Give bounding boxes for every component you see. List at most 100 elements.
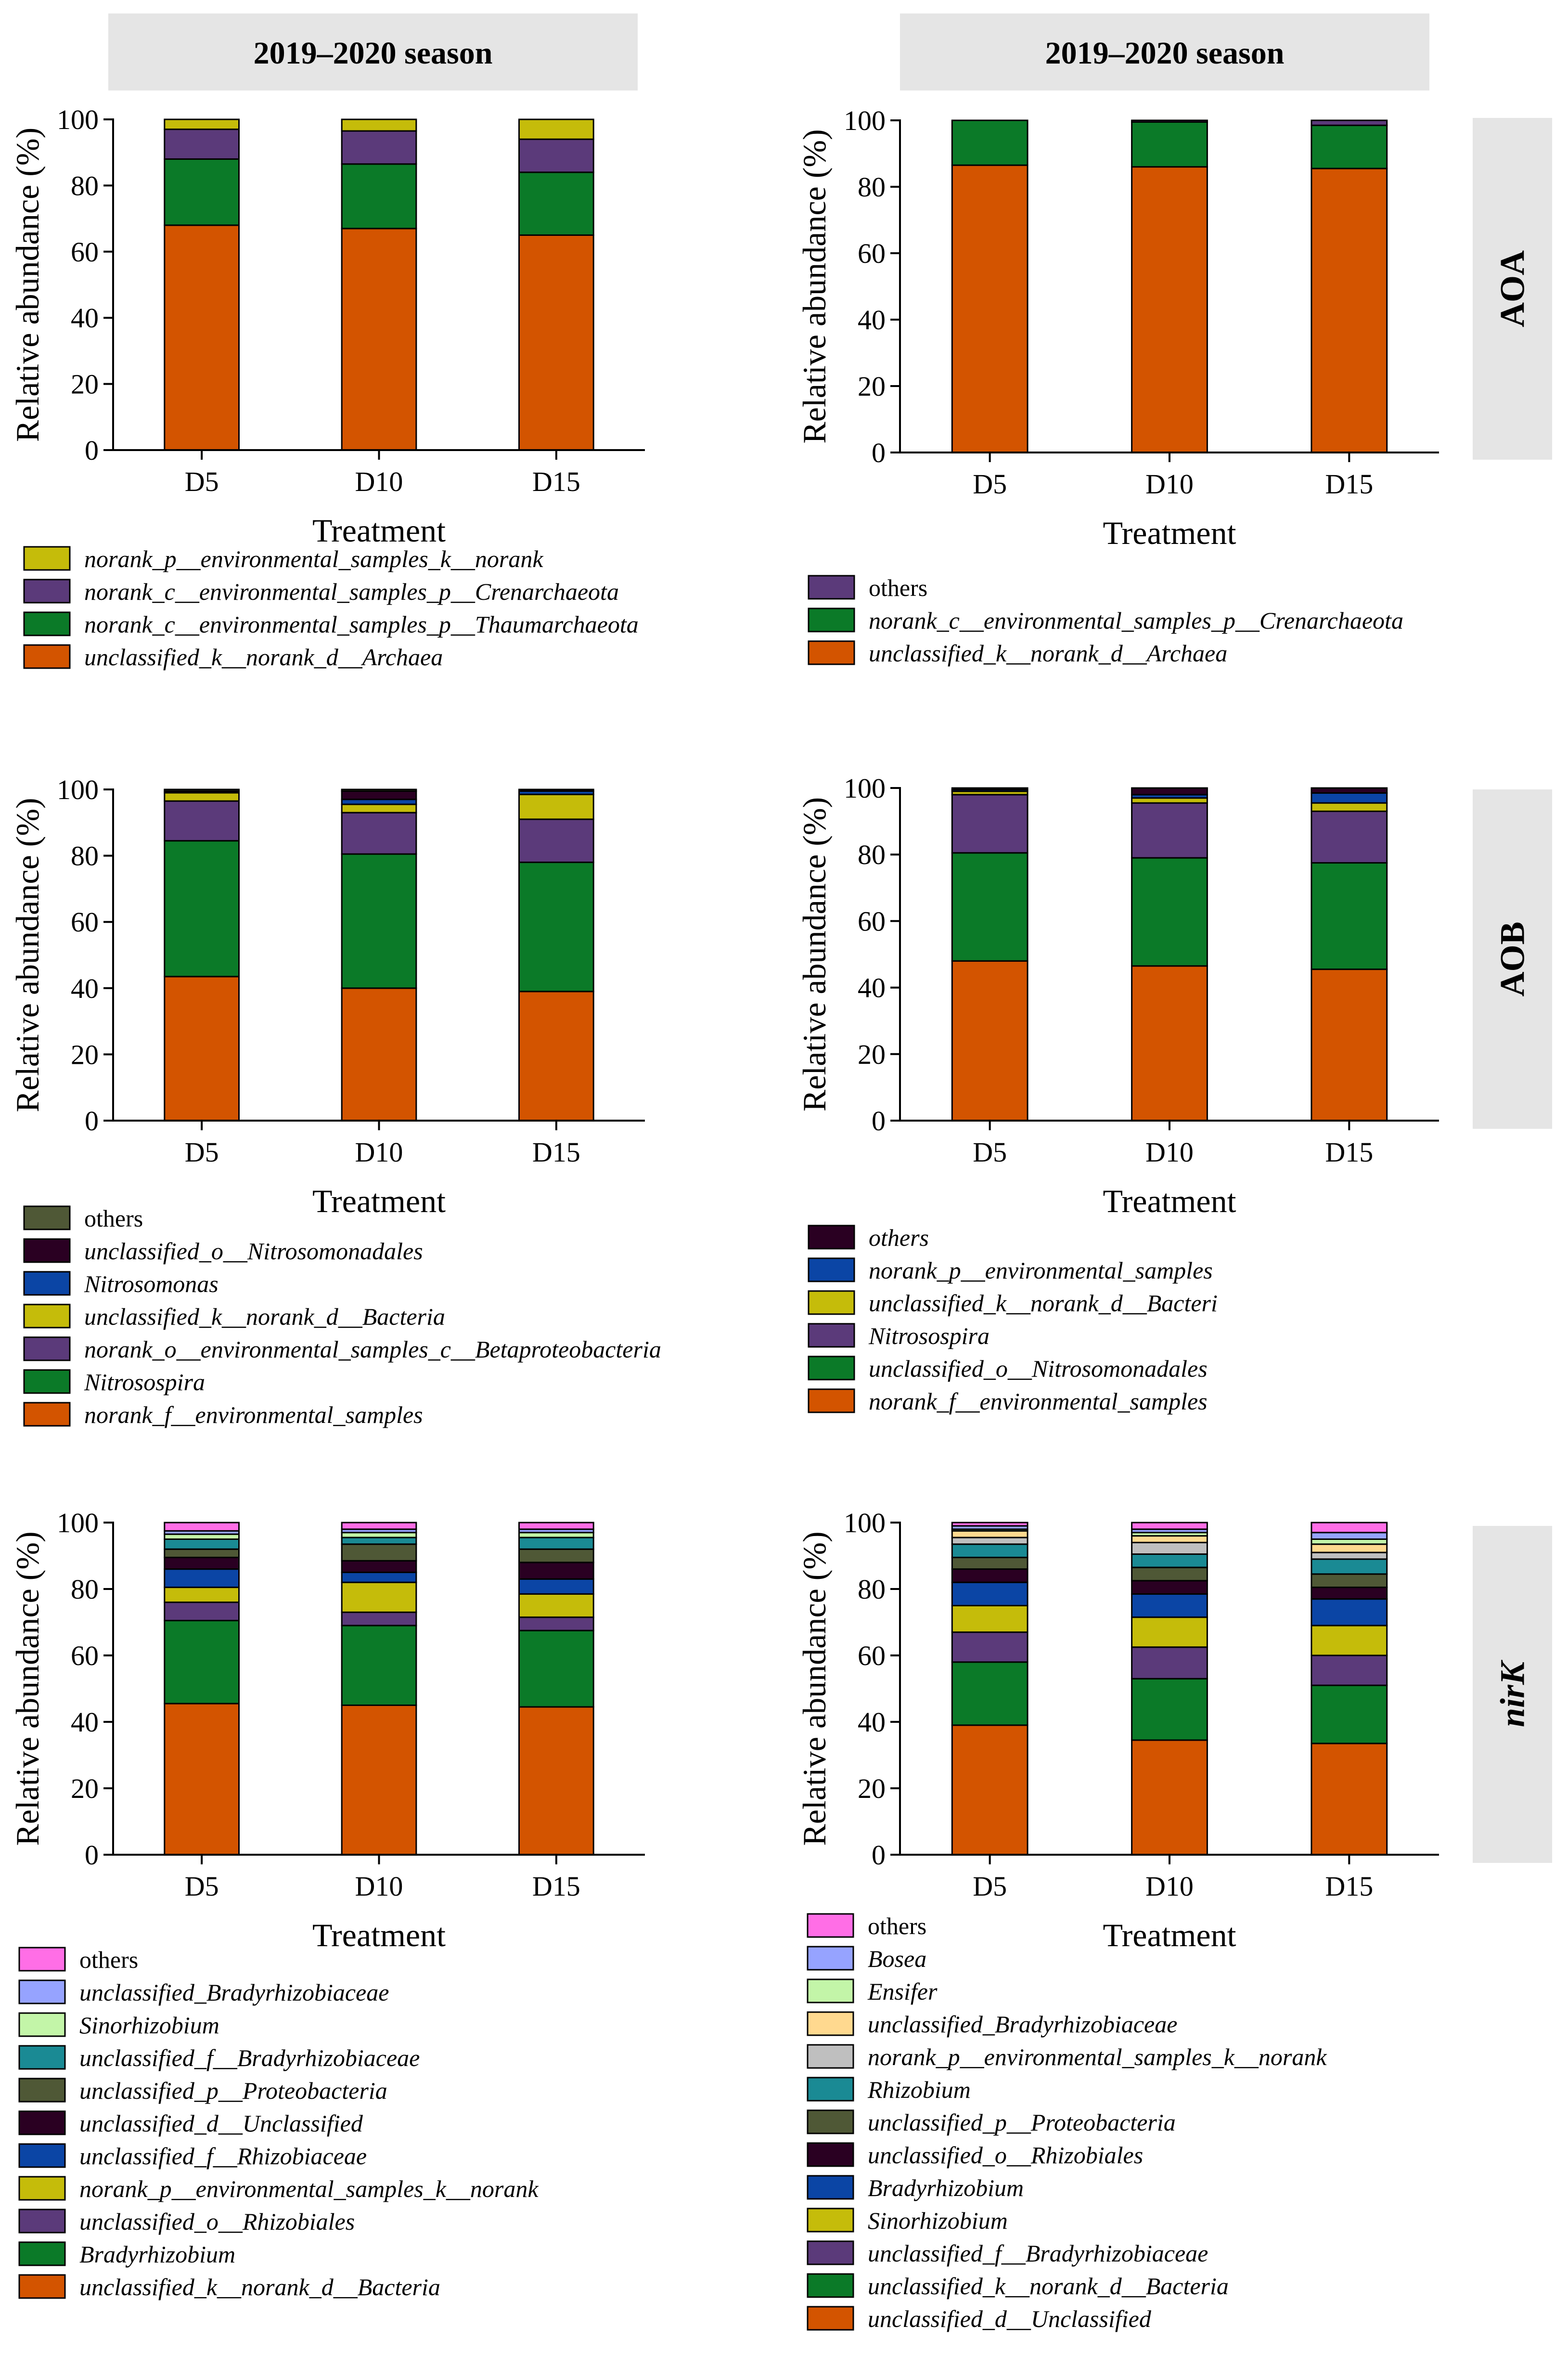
legend-label: Rhizobium	[867, 2076, 971, 2103]
bar-segment-nirk-left-D5-s2	[164, 1602, 240, 1622]
y-tick-label: 20	[858, 371, 886, 402]
y-tick-label: 60	[858, 238, 886, 269]
x-tick-label: D15	[1325, 468, 1373, 500]
bar-segment-nirk-left-D15-s10	[518, 1522, 594, 1530]
bar-segment-nirk-left-D5-s5	[164, 1556, 240, 1570]
legend-swatch	[808, 1225, 855, 1250]
legend-label: unclassified_k__norank_d__Bacteria	[84, 1303, 445, 1330]
bar-segment-nirk-left-D15-s6	[518, 1548, 594, 1563]
legend-swatch	[807, 2109, 854, 2134]
bar-segment-nirk-right-D5-s0	[951, 1724, 1028, 1856]
legend-swatch	[807, 2077, 854, 2102]
bar-segment-nirk-right-D15-s8	[1311, 1551, 1388, 1560]
legend-label: unclassified_d__Unclassified	[79, 2110, 363, 2137]
bar-segment-aoa-right-D5-s1	[951, 119, 1028, 166]
bar-segment-nirk-right-D10-s7	[1131, 1553, 1208, 1568]
bar-segment-aoa-right-D10-s2	[1131, 119, 1208, 123]
x-axis-title: Treatment	[312, 1183, 446, 1219]
bar-segment-nirk-right-D15-s12	[1311, 1522, 1388, 1534]
bar-segment-aoa-right-D5-s0	[951, 164, 1028, 453]
x-tick-label: D15	[532, 1871, 580, 1902]
bar-segment-aoa-left-D10-s0	[341, 228, 417, 451]
bar-segment-nirk-right-D10-s2	[1131, 1646, 1208, 1679]
y-tick-label: 0	[872, 1105, 886, 1137]
bar-segment-aoa-left-D15-s3	[518, 118, 594, 140]
x-tick-label: D10	[355, 1137, 403, 1168]
y-tick-label: 60	[71, 906, 99, 938]
bar-segment-aoa-right-D15-s2	[1311, 119, 1388, 126]
legend-swatch	[808, 1257, 855, 1282]
y-axis-title: Relative abundance (%)	[796, 1531, 833, 1846]
y-tick-label: 60	[71, 236, 99, 268]
bar-segment-aoa-left-D5-s2	[164, 129, 240, 160]
bar-segment-nirk-right-D10-s5	[1131, 1580, 1208, 1595]
bar-segment-nirk-left-D5-s1	[164, 1620, 240, 1705]
y-axis-title: Relative abundance (%)	[9, 128, 46, 442]
chart-aoa-right: D5 D10 D15 0 20 40 60 80 100 Relative abundance (…	[796, 105, 1439, 667]
bar-segment-aob-left-D10-s3	[341, 803, 417, 814]
x-tick-label: D5	[185, 466, 219, 497]
bar-segment-nirk-right-D15-s3	[1311, 1625, 1388, 1656]
bar-segment-nirk-left-D10-s4	[341, 1572, 417, 1583]
legend-swatch	[18, 2012, 66, 2037]
bar-segment-aoa-right-D15-s1	[1311, 124, 1388, 169]
bar-segment-nirk-left-D5-s3	[164, 1587, 240, 1603]
bar-segment-aoa-left-D5-s1	[164, 158, 240, 226]
legend-swatch	[23, 579, 71, 604]
x-tick-label: D5	[973, 468, 1007, 500]
y-axis-title: Relative abundance (%)	[9, 798, 46, 1112]
legend-swatch	[18, 2110, 66, 2135]
legend-label: unclassified_k__norank_d__Bacteria	[79, 2274, 440, 2300]
legend-swatch	[807, 2273, 854, 2298]
legend-swatch	[807, 2306, 854, 2331]
legend-label: others	[869, 574, 927, 601]
bar-segment-aob-left-D15-s5	[518, 788, 594, 792]
x-tick-label: D5	[185, 1871, 219, 1902]
legend-swatch	[807, 2175, 854, 2200]
legend-swatch	[23, 644, 71, 669]
y-tick-label: 0	[872, 437, 886, 468]
bar-segment-nirk-right-D15-s1	[1311, 1684, 1388, 1744]
bar-segment-aob-left-D10-s0	[341, 987, 417, 1122]
bar-segment-nirk-left-D15-s3	[518, 1593, 594, 1618]
x-tick-label: D5	[973, 1871, 1007, 1902]
legend-label: unclassified_o__Nitrosomonadales	[84, 1238, 423, 1265]
bar-segment-aoa-left-D15-s0	[518, 234, 594, 451]
x-tick-label: D15	[1325, 1137, 1373, 1168]
legend-label: norank_p__environmental_samples	[869, 1257, 1213, 1284]
bar-segment-nirk-left-D15-s2	[518, 1616, 594, 1631]
x-axis-title: Treatment	[312, 1917, 446, 1953]
bar-segment-aob-right-D15-s4	[1311, 792, 1388, 804]
bar-segment-nirk-right-D5-s4	[951, 1581, 1028, 1606]
chart-aoa-left: D5 D10 D15 0 20 40 60 80 100 Relative abundance (…	[9, 104, 645, 671]
y-tick-label: 20	[858, 1773, 886, 1804]
legend-swatch	[807, 2240, 854, 2265]
y-tick-label: 100	[844, 773, 886, 804]
bar-segment-nirk-right-D5-s1	[951, 1661, 1028, 1726]
legend-swatch	[23, 1205, 71, 1230]
legend-label: norank_c__environmental_samples_p__Thaum…	[84, 611, 639, 638]
bar-segment-nirk-right-D15-s7	[1311, 1558, 1388, 1575]
row-labels: AOA AOB nirK	[1473, 118, 1552, 1863]
y-axis-title: Relative abundance (%)	[796, 797, 833, 1111]
legend-swatch	[23, 1402, 71, 1427]
bar-segment-nirk-left-D10-s2	[341, 1611, 417, 1627]
x-axis-title: Treatment	[1103, 1183, 1236, 1219]
y-tick-label: 80	[858, 1574, 886, 1605]
bar-segment-aob-left-D5-s6	[164, 788, 240, 792]
bar-segment-nirk-right-D5-s12	[951, 1522, 1028, 1527]
legend-label: others	[868, 1912, 926, 1939]
x-tick-label: D15	[532, 466, 580, 497]
bar-segment-aoa-left-D10-s3	[341, 118, 417, 132]
bar-segment-nirk-right-D15-s5	[1311, 1587, 1388, 1600]
y-tick-label: 80	[71, 840, 99, 872]
legend-label: norank_p__environmental_samples_k__noran…	[868, 2043, 1327, 2070]
y-tick-label: 80	[858, 839, 886, 870]
bar-segment-nirk-left-D10-s5	[341, 1560, 417, 1574]
legend-swatch	[808, 607, 855, 633]
bar-segment-aob-right-D10-s3	[1131, 797, 1208, 804]
bar-segment-aob-left-D5-s3	[164, 792, 240, 802]
bar-segment-nirk-right-D5-s5	[951, 1568, 1028, 1583]
legend-swatch	[18, 2274, 66, 2299]
legend-swatch	[23, 1369, 71, 1394]
